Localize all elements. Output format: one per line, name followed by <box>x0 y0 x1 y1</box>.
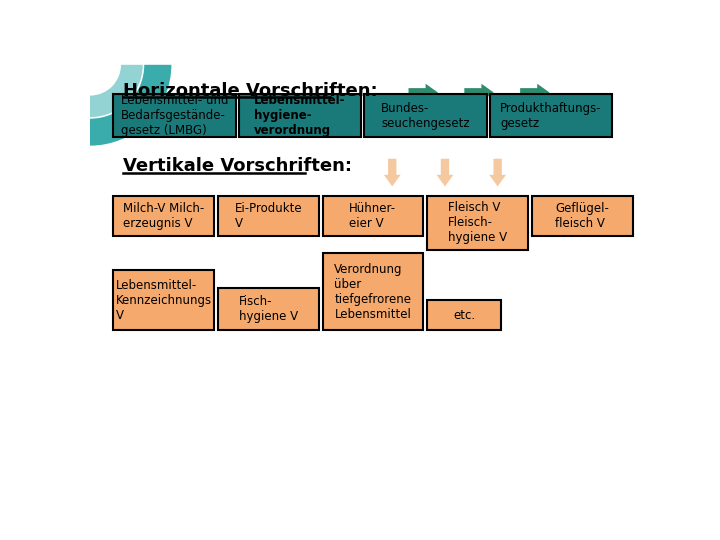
FancyBboxPatch shape <box>323 195 423 236</box>
Text: Lebensmittel-
Kennzeichnungs
V: Lebensmittel- Kennzeichnungs V <box>116 279 212 322</box>
Text: Verordnung
über
tiefgefrorene
Lebensmittel: Verordnung über tiefgefrorene Lebensmitt… <box>334 263 411 321</box>
FancyBboxPatch shape <box>218 288 319 330</box>
Text: Horizontale Vorschriften:: Horizontale Vorschriften: <box>122 82 377 100</box>
Text: Vertikale Vorschriften:: Vertikale Vorschriften: <box>122 158 351 176</box>
FancyBboxPatch shape <box>427 300 500 330</box>
Text: Geflügel-
fleisch V: Geflügel- fleisch V <box>555 202 609 230</box>
FancyBboxPatch shape <box>364 94 487 137</box>
Polygon shape <box>408 84 438 102</box>
Polygon shape <box>384 159 400 186</box>
Text: Lebensmittel-
hygiene-
verordnung: Lebensmittel- hygiene- verordnung <box>254 94 346 137</box>
FancyBboxPatch shape <box>113 195 214 236</box>
Text: Produkthaftungs-
gesetz: Produkthaftungs- gesetz <box>500 102 602 130</box>
Text: Bundes-
seuchengesetz: Bundes- seuchengesetz <box>382 102 470 130</box>
Polygon shape <box>520 84 549 102</box>
Polygon shape <box>490 159 506 186</box>
FancyBboxPatch shape <box>490 94 612 137</box>
Polygon shape <box>436 159 454 186</box>
Text: Fisch-
hygiene V: Fisch- hygiene V <box>239 295 298 323</box>
Wedge shape <box>90 65 171 146</box>
FancyBboxPatch shape <box>113 94 235 137</box>
Text: Lebensmittel- und
Bedarfsgestände-
gesetz (LMBG): Lebensmittel- und Bedarfsgestände- geset… <box>121 94 228 137</box>
Wedge shape <box>90 65 143 117</box>
Text: Hühner-
eier V: Hühner- eier V <box>349 202 397 230</box>
Text: etc.: etc. <box>453 308 475 321</box>
FancyBboxPatch shape <box>323 253 423 330</box>
Text: Milch-V Milch-
erzeugnis V: Milch-V Milch- erzeugnis V <box>123 202 204 230</box>
FancyBboxPatch shape <box>532 195 632 236</box>
Text: Ei-Produkte
V: Ei-Produkte V <box>235 202 302 230</box>
FancyBboxPatch shape <box>427 195 528 249</box>
FancyBboxPatch shape <box>239 94 361 137</box>
Polygon shape <box>464 84 494 102</box>
Text: Fleisch V
Fleisch-
hygiene V: Fleisch V Fleisch- hygiene V <box>448 201 507 244</box>
FancyBboxPatch shape <box>218 195 319 236</box>
FancyBboxPatch shape <box>113 271 214 330</box>
